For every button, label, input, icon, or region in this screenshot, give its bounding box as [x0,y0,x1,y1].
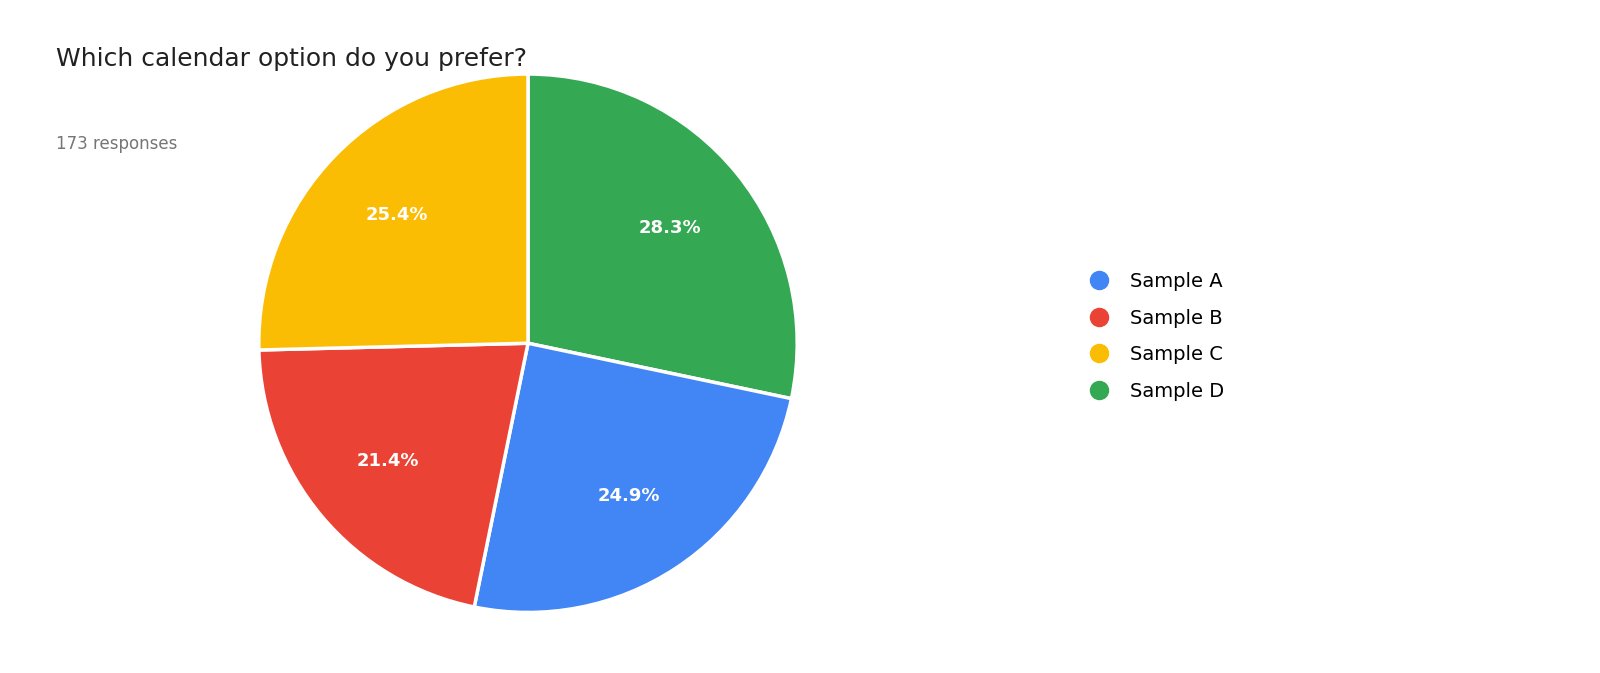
Legend: Sample A, Sample B, Sample C, Sample D: Sample A, Sample B, Sample C, Sample D [1080,273,1224,400]
Wedge shape [259,343,528,607]
Wedge shape [259,74,528,350]
Text: 28.3%: 28.3% [638,219,701,237]
Text: 25.4%: 25.4% [366,207,429,224]
Wedge shape [474,343,792,612]
Wedge shape [528,74,797,398]
Text: Which calendar option do you prefer?: Which calendar option do you prefer? [56,47,526,71]
Text: 24.9%: 24.9% [597,487,659,505]
Text: 21.4%: 21.4% [357,452,419,470]
Text: 173 responses: 173 responses [56,135,178,153]
